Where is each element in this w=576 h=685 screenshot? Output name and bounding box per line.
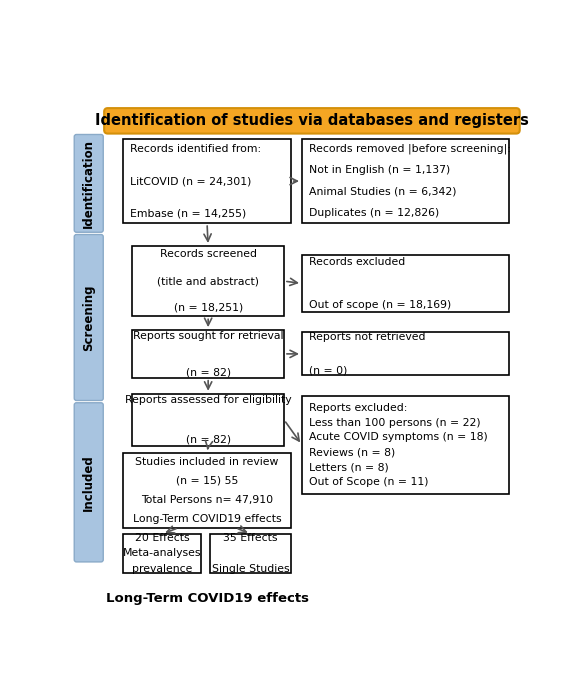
Text: Duplicates (n = 12,826): Duplicates (n = 12,826) — [309, 208, 439, 218]
Text: Single Studies: Single Studies — [212, 564, 289, 573]
Text: Reviews (n = 8): Reviews (n = 8) — [309, 447, 395, 458]
Text: (title and abstract): (title and abstract) — [157, 276, 259, 286]
FancyBboxPatch shape — [74, 403, 103, 562]
Bar — [302, 139, 509, 223]
Text: LitCOVID (n = 24,301): LitCOVID (n = 24,301) — [130, 176, 251, 186]
Text: prevalence: prevalence — [132, 564, 192, 573]
Text: Studies included in review: Studies included in review — [135, 457, 279, 466]
Text: Out of scope (n = 18,169): Out of scope (n = 18,169) — [309, 300, 451, 310]
Text: (n = 18,251): (n = 18,251) — [173, 303, 242, 313]
Text: Records removed |before screening|:: Records removed |before screening|: — [309, 144, 510, 154]
Bar — [132, 246, 284, 316]
Text: Screening: Screening — [82, 284, 95, 351]
Bar — [132, 394, 284, 446]
Text: Meta-analyses: Meta-analyses — [123, 549, 202, 558]
Text: (n = 82): (n = 82) — [185, 435, 231, 445]
Bar — [123, 534, 202, 573]
Text: Included: Included — [82, 454, 95, 511]
Text: (n = 82): (n = 82) — [185, 367, 231, 377]
Bar — [210, 534, 291, 573]
Text: Reports assessed for eligibility: Reports assessed for eligibility — [125, 395, 291, 405]
Bar — [123, 139, 291, 223]
Text: Records identified from:: Records identified from: — [130, 144, 261, 154]
Bar — [302, 396, 509, 494]
Bar — [302, 332, 509, 375]
Text: Less than 100 persons (n = 22): Less than 100 persons (n = 22) — [309, 418, 480, 427]
Bar — [302, 255, 509, 312]
Text: (n = 0): (n = 0) — [309, 365, 347, 375]
Text: Total Persons n= 47,910: Total Persons n= 47,910 — [141, 495, 273, 505]
Text: Long-Term COVID19 effects: Long-Term COVID19 effects — [132, 514, 281, 524]
Text: Records screened: Records screened — [160, 249, 257, 260]
Text: Animal Studies (n = 6,342): Animal Studies (n = 6,342) — [309, 187, 456, 197]
Text: Reports excluded:: Reports excluded: — [309, 403, 407, 412]
FancyBboxPatch shape — [104, 108, 520, 134]
FancyBboxPatch shape — [74, 234, 103, 401]
Text: Reports sought for retrieval: Reports sought for retrieval — [133, 331, 283, 340]
Text: Not in English (n = 1,137): Not in English (n = 1,137) — [309, 166, 450, 175]
Text: Records excluded: Records excluded — [309, 257, 405, 266]
Text: Long-Term COVID19 effects: Long-Term COVID19 effects — [105, 592, 309, 605]
Text: Identification: Identification — [82, 139, 95, 228]
Bar — [132, 330, 284, 377]
Text: (n = 15) 55: (n = 15) 55 — [176, 476, 238, 486]
Text: Letters (n = 8): Letters (n = 8) — [309, 462, 388, 472]
Text: Identification of studies via databases and registers: Identification of studies via databases … — [95, 113, 529, 128]
FancyBboxPatch shape — [74, 134, 103, 232]
Text: Embase (n = 14,255): Embase (n = 14,255) — [130, 208, 247, 218]
Text: Out of Scope (n = 11): Out of Scope (n = 11) — [309, 477, 428, 487]
Bar — [123, 453, 291, 528]
Text: 35 Effects: 35 Effects — [223, 534, 278, 543]
Text: Reports not retrieved: Reports not retrieved — [309, 332, 425, 342]
Text: Acute COVID symptoms (n = 18): Acute COVID symptoms (n = 18) — [309, 432, 487, 443]
Text: 20 Effects: 20 Effects — [135, 534, 190, 543]
